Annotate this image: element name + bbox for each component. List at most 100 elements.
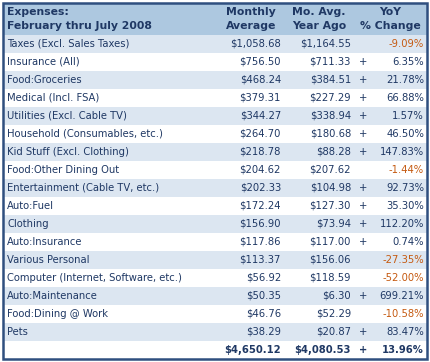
Text: +: + — [359, 183, 367, 193]
Text: $344.27: $344.27 — [240, 111, 281, 121]
Text: $156.90: $156.90 — [240, 219, 281, 229]
Text: -10.58%: -10.58% — [383, 309, 424, 319]
Text: $172.24: $172.24 — [240, 201, 281, 211]
Text: 699.21%: 699.21% — [380, 291, 424, 301]
Text: Average: Average — [226, 21, 276, 31]
Text: $218.78: $218.78 — [240, 147, 281, 157]
Bar — [3, 3, 427, 35]
Text: Auto:Fuel: Auto:Fuel — [7, 201, 54, 211]
Text: +: + — [359, 93, 367, 103]
Text: $379.31: $379.31 — [240, 93, 281, 103]
Text: 46.50%: 46.50% — [386, 129, 424, 139]
Text: Year Ago: Year Ago — [292, 21, 346, 31]
Text: +: + — [359, 219, 367, 229]
Text: Expenses:: Expenses: — [7, 7, 69, 17]
Bar — [3, 125, 427, 143]
Text: $46.76: $46.76 — [246, 309, 281, 319]
Text: February thru July 2008: February thru July 2008 — [7, 21, 152, 31]
Text: $207.62: $207.62 — [310, 165, 351, 175]
Text: $50.35: $50.35 — [246, 291, 281, 301]
Text: +: + — [359, 201, 367, 211]
Bar — [3, 305, 427, 323]
Text: Kid Stuff (Excl. Clothing): Kid Stuff (Excl. Clothing) — [7, 147, 129, 157]
Text: +: + — [359, 75, 367, 85]
Text: Auto:Insurance: Auto:Insurance — [7, 237, 83, 247]
Text: Insurance (All): Insurance (All) — [7, 57, 80, 67]
Text: $4,080.53: $4,080.53 — [295, 345, 351, 355]
Text: 0.74%: 0.74% — [393, 237, 424, 247]
Text: $117.86: $117.86 — [240, 237, 281, 247]
Text: +: + — [359, 111, 367, 121]
Text: 92.73%: 92.73% — [386, 183, 424, 193]
Bar — [3, 179, 427, 197]
Bar — [3, 233, 427, 251]
Text: $73.94: $73.94 — [316, 219, 351, 229]
Text: Taxes (Excl. Sales Taxes): Taxes (Excl. Sales Taxes) — [7, 39, 129, 49]
Text: 147.83%: 147.83% — [380, 147, 424, 157]
Text: 6.35%: 6.35% — [392, 57, 424, 67]
Text: 13.96%: 13.96% — [382, 345, 424, 355]
Bar — [3, 53, 427, 71]
Text: $117.00: $117.00 — [310, 237, 351, 247]
Text: Computer (Internet, Software, etc.): Computer (Internet, Software, etc.) — [7, 273, 182, 283]
Text: Clothing: Clothing — [7, 219, 49, 229]
Text: Utilities (Excl. Cable TV): Utilities (Excl. Cable TV) — [7, 111, 127, 121]
Text: $204.62: $204.62 — [240, 165, 281, 175]
Text: $338.94: $338.94 — [310, 111, 351, 121]
Text: $1,058.68: $1,058.68 — [230, 39, 281, 49]
Text: 66.88%: 66.88% — [386, 93, 424, 103]
Bar — [3, 143, 427, 161]
Text: $113.37: $113.37 — [240, 255, 281, 265]
Text: Food:Other Dining Out: Food:Other Dining Out — [7, 165, 119, 175]
Bar — [3, 251, 427, 269]
Text: $711.33: $711.33 — [310, 57, 351, 67]
Text: Monthly: Monthly — [226, 7, 276, 17]
Text: Medical (Incl. FSA): Medical (Incl. FSA) — [7, 93, 99, 103]
Text: 1.57%: 1.57% — [392, 111, 424, 121]
Text: $38.29: $38.29 — [246, 327, 281, 337]
Bar — [3, 269, 427, 287]
Text: $118.59: $118.59 — [310, 273, 351, 283]
Text: $6.30: $6.30 — [322, 291, 351, 301]
Bar — [3, 215, 427, 233]
Text: 35.30%: 35.30% — [386, 201, 424, 211]
Text: $756.50: $756.50 — [240, 57, 281, 67]
Text: Pets: Pets — [7, 327, 28, 337]
Text: $88.28: $88.28 — [316, 147, 351, 157]
Text: $20.87: $20.87 — [316, 327, 351, 337]
Bar — [3, 341, 427, 359]
Text: $468.24: $468.24 — [240, 75, 281, 85]
Text: $180.68: $180.68 — [310, 129, 351, 139]
Text: 21.78%: 21.78% — [386, 75, 424, 85]
Text: $104.98: $104.98 — [310, 183, 351, 193]
Text: $264.70: $264.70 — [240, 129, 281, 139]
Text: 83.47%: 83.47% — [386, 327, 424, 337]
Text: -52.00%: -52.00% — [383, 273, 424, 283]
Text: $56.92: $56.92 — [246, 273, 281, 283]
Text: +: + — [359, 129, 367, 139]
Text: Food:Groceries: Food:Groceries — [7, 75, 82, 85]
Text: $156.06: $156.06 — [310, 255, 351, 265]
Text: $384.51: $384.51 — [310, 75, 351, 85]
Text: +: + — [359, 327, 367, 337]
Text: Food:Dining @ Work: Food:Dining @ Work — [7, 309, 108, 319]
Text: $4,650.12: $4,650.12 — [224, 345, 281, 355]
Text: +: + — [359, 237, 367, 247]
Text: % Change: % Change — [360, 21, 421, 31]
Bar — [3, 107, 427, 125]
Text: +: + — [359, 291, 367, 301]
Text: Entertainment (Cable TV, etc.): Entertainment (Cable TV, etc.) — [7, 183, 159, 193]
Text: Household (Consumables, etc.): Household (Consumables, etc.) — [7, 129, 163, 139]
Text: $127.30: $127.30 — [310, 201, 351, 211]
Text: Various Personal: Various Personal — [7, 255, 89, 265]
Text: $202.33: $202.33 — [240, 183, 281, 193]
Bar — [3, 287, 427, 305]
Text: $52.29: $52.29 — [316, 309, 351, 319]
Text: +: + — [359, 345, 367, 355]
Text: Mo. Avg.: Mo. Avg. — [292, 7, 346, 17]
Bar — [3, 323, 427, 341]
Text: -9.09%: -9.09% — [389, 39, 424, 49]
Text: +: + — [359, 147, 367, 157]
Text: +: + — [359, 57, 367, 67]
Text: -27.35%: -27.35% — [382, 255, 424, 265]
